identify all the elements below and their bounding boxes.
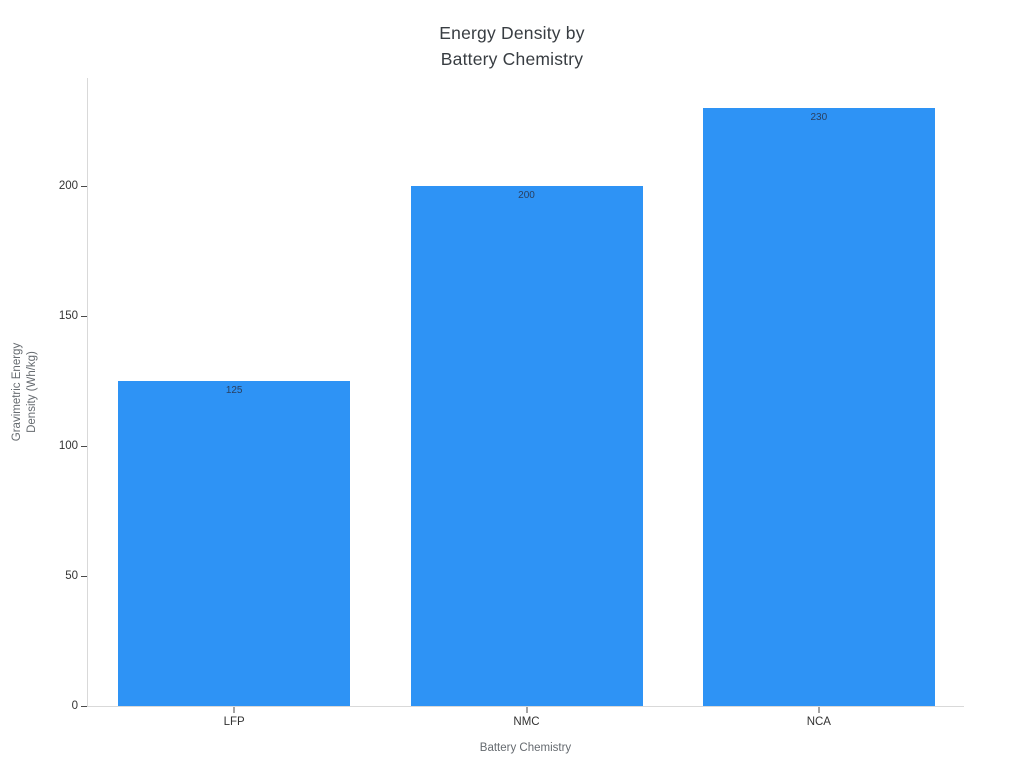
y-tick-label-0: 0 — [71, 700, 78, 712]
x-tick-nca — [818, 707, 820, 713]
y-tick-label-200: 200 — [58, 180, 78, 193]
bar-value-label-nca: 230 — [810, 112, 828, 124]
x-tick-nmc — [526, 707, 527, 713]
y-tick-100 — [81, 445, 87, 447]
bar-value-label-lfp: 125 — [225, 385, 243, 397]
bar-value-label-nmc: 200 — [518, 190, 535, 202]
y-tick-label-100: 100 — [58, 440, 78, 453]
x-axis-title: Battery Chemistry — [479, 742, 572, 754]
chart-title: Energy Density by Battery Chemistry — [439, 23, 585, 69]
y-tick-label-150: 150 — [58, 310, 78, 323]
y-tick-200 — [81, 185, 87, 187]
bar-lfp: 125 — [118, 381, 351, 706]
y-tick-label-50: 50 — [65, 570, 78, 583]
bar-nca: 230 — [702, 108, 935, 706]
plot-area: 125 LFP 200 NMC 230 NCA 0 50 100 150 200 — [59, 78, 964, 728]
y-tick-50 — [81, 575, 87, 577]
x-tick-label-nca: NCA — [806, 716, 831, 728]
y-tick-150 — [81, 315, 87, 317]
x-tick-label-lfp: LFP — [223, 716, 245, 728]
x-tick-lfp — [233, 707, 235, 713]
x-tick-label-nmc: NMC — [513, 716, 540, 728]
bar-nmc: 200 — [410, 186, 643, 706]
y-tick-0 — [81, 705, 87, 707]
y-axis-title: Gravimetric Energy Density (Wh/kg) — [11, 342, 38, 442]
